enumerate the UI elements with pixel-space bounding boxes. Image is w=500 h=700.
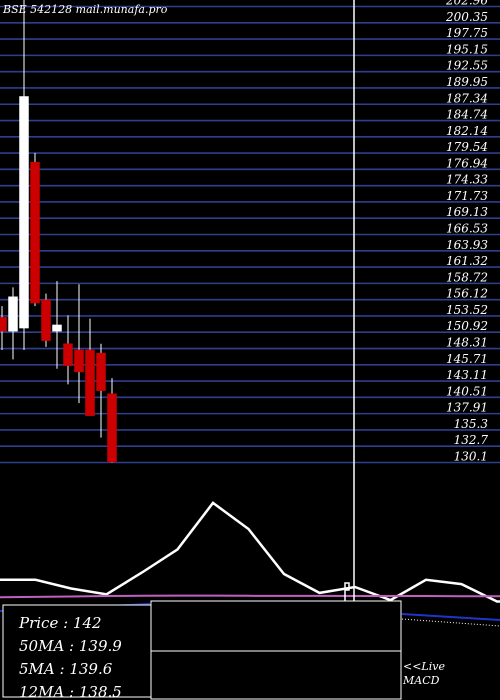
stat-price: Price : 142 (19, 614, 102, 632)
candle-body-down (63, 343, 73, 366)
candle-body-down (30, 161, 40, 304)
candle-body-down (85, 349, 95, 416)
price-tick-label: 189.95 (446, 75, 488, 89)
price-tick-label: 184.74 (446, 108, 488, 122)
price-tick-label: 140.51 (446, 384, 488, 398)
price-tick-label: 158.72 (446, 270, 488, 284)
price-tick-label: 163.93 (446, 238, 488, 252)
price-candles (0, 0, 117, 463)
price-tick-label: 171.73 (446, 189, 488, 203)
price-tick-label: 174.33 (446, 173, 488, 187)
price-tick-label: 145.71 (446, 352, 488, 366)
info-box-middle (150, 600, 402, 652)
price-tick-label: 195.15 (446, 42, 488, 56)
price-tick-label: 161.32 (446, 254, 488, 268)
price-tick-label: 156.12 (446, 287, 488, 301)
candle-body-up (52, 324, 62, 332)
stat-50ma: 50MA : 139.9 (19, 637, 122, 655)
price-tick-label: 143.11 (446, 368, 488, 382)
candle-body-down (107, 393, 117, 463)
price-tick-label: 135.3 (454, 417, 489, 431)
price-tick-label: 148.31 (446, 336, 488, 350)
candle-body-down (96, 352, 106, 391)
candle-body-down (74, 349, 84, 373)
price-tick-label: 200.35 (445, 10, 488, 24)
candle-body-down (0, 317, 7, 332)
macd-dotted-line (401, 618, 500, 627)
price-tick-label: 132.7 (454, 433, 489, 447)
price-tick-label: 169.13 (446, 205, 488, 219)
macd-label: MACD (403, 674, 440, 687)
macd-signal-line-right (401, 613, 500, 621)
candle-body-up (8, 296, 18, 332)
live-link[interactable]: <<Live (403, 660, 445, 673)
volume-line (0, 501, 500, 603)
price-tick-label: 182.14 (446, 124, 488, 138)
price-tick-label: 192.55 (446, 59, 488, 73)
stat-5ma: 5MA : 139.6 (19, 660, 113, 678)
info-box-bottom (150, 650, 402, 700)
volume-ma-line (0, 594, 500, 599)
candle-body-down (41, 299, 51, 341)
price-tick-label: 176.94 (446, 156, 488, 170)
price-gridlines (0, 5, 500, 464)
price-tick-label: 150.92 (446, 319, 488, 333)
price-tick-label: 166.53 (446, 222, 488, 236)
price-tick-label: 187.34 (446, 91, 488, 105)
price-axis-ticks: 202.96 200.35 197.75 195.15 192.55 189.95 187.… (445, 0, 488, 464)
price-tick-label: 153.52 (446, 303, 488, 317)
candle-body-up (19, 96, 29, 329)
price-tick-label: 179.54 (446, 140, 488, 154)
price-tick-label: 130.1 (454, 450, 488, 464)
price-tick-label: 197.75 (446, 26, 488, 40)
price-tick-label: 202.96 (445, 0, 488, 8)
volume-panel (0, 501, 500, 627)
stat-12ma: 12MA : 138.5 (19, 683, 122, 700)
watermark: BSE 542128 mail.munafa.pro (2, 3, 168, 16)
price-tick-label: 137.91 (446, 401, 488, 415)
